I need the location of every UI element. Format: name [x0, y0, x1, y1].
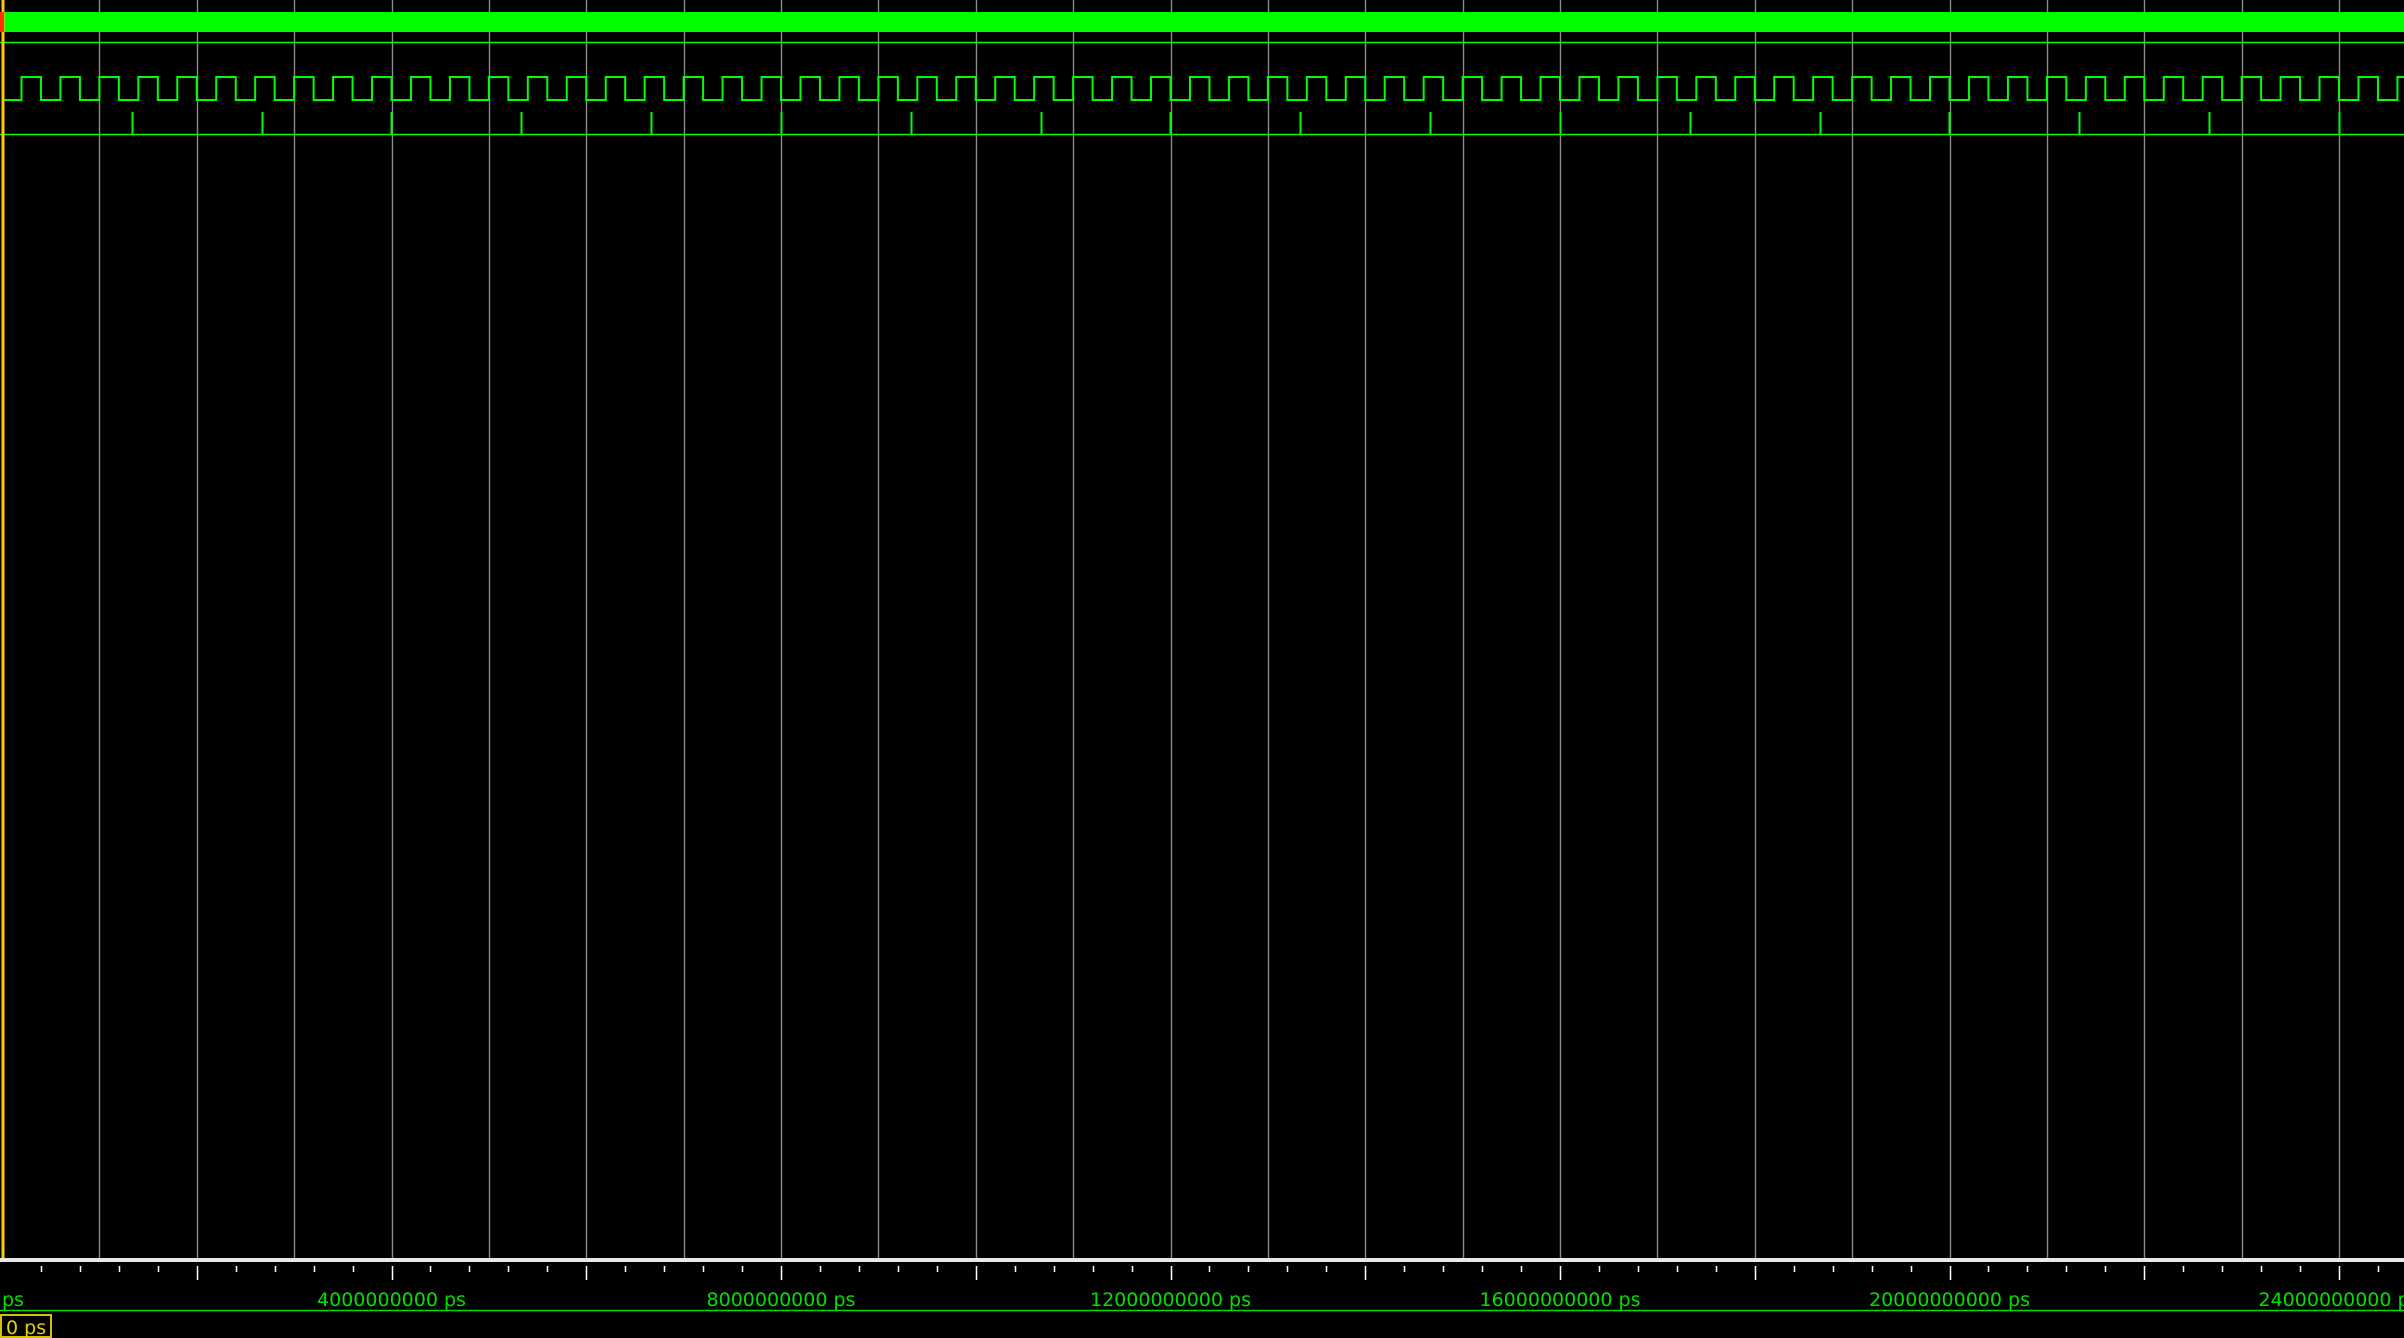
- cursor-time-label[interactable]: 0 ps: [0, 1314, 53, 1338]
- timeline-label: 20000000000 ps: [1869, 1289, 2030, 1311]
- timeline-border: [0, 1258, 2404, 1262]
- cursor-marker: [0, 12, 4, 32]
- cursor[interactable]: [0, 0, 5, 1258]
- timeline-label: 16000000000 ps: [1480, 1289, 1641, 1311]
- timeline-label: ps: [2, 1289, 24, 1311]
- timeline-label: 8000000000 ps: [707, 1289, 856, 1311]
- timeline-ruler[interactable]: ps 4000000000 ps 8000000000 ps 12000000000 …: [0, 1258, 2404, 1312]
- timeline-label: 12000000000 ps: [1090, 1289, 1251, 1311]
- clock-signal-trace[interactable]: [2, 76, 2404, 101]
- bus-signal-trace[interactable]: [3, 12, 2404, 32]
- timeline-label: 4000000000 ps: [317, 1289, 466, 1311]
- grid-lines: [0, 0, 2404, 1258]
- timeline-label: 24000000000 ps: [2259, 1289, 2404, 1311]
- signal-traces: [2, 12, 2404, 134]
